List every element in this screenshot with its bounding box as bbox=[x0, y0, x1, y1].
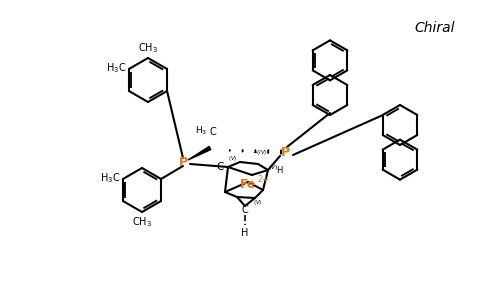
Text: C: C bbox=[217, 162, 224, 172]
Text: H$_3$C: H$_3$C bbox=[100, 171, 120, 185]
Text: P: P bbox=[280, 146, 289, 158]
Text: CH$_3$: CH$_3$ bbox=[138, 41, 158, 55]
Text: CH$_3$: CH$_3$ bbox=[132, 215, 152, 229]
Text: $^{(V)}$: $^{(V)}$ bbox=[253, 200, 263, 209]
Text: P: P bbox=[179, 155, 188, 169]
Text: $^{(V)}$H: $^{(V)}$H bbox=[268, 164, 285, 176]
Text: H$_3$C: H$_3$C bbox=[106, 61, 126, 75]
Text: Fe: Fe bbox=[240, 178, 256, 191]
Polygon shape bbox=[188, 146, 211, 160]
Text: H: H bbox=[242, 228, 249, 238]
Text: $^{(V)}$: $^{(V)}$ bbox=[228, 155, 238, 164]
Text: C: C bbox=[242, 205, 248, 215]
Text: $^{-(IV)}$: $^{-(IV)}$ bbox=[252, 150, 268, 159]
Text: Chiral: Chiral bbox=[415, 21, 455, 35]
Text: H$_3$: H$_3$ bbox=[195, 124, 207, 137]
Text: 2+: 2+ bbox=[257, 176, 269, 184]
Text: C: C bbox=[210, 127, 217, 137]
